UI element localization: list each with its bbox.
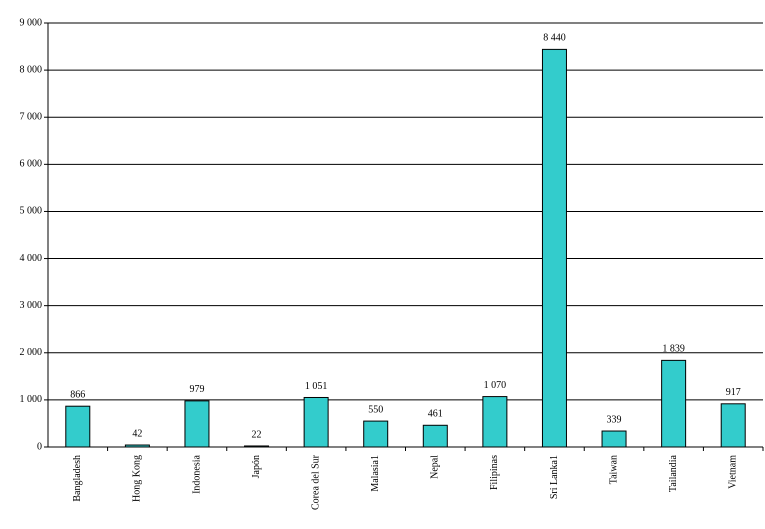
- y-tick-label: 6 000: [20, 159, 43, 170]
- value-label: 1 070: [484, 380, 507, 391]
- y-tick-label: 2 000: [20, 347, 43, 358]
- x-tick-label: Sri Lanka1: [549, 455, 560, 499]
- x-tick-label: Indonesia: [191, 454, 202, 493]
- x-tick-label: Nepal: [430, 455, 441, 479]
- x-tick-label: Vietnam: [728, 455, 739, 489]
- bar: [184, 400, 210, 448]
- bar: [661, 359, 687, 448]
- bar: [363, 420, 389, 448]
- y-tick-label: 1 000: [20, 394, 43, 405]
- value-label: 1 051: [305, 381, 328, 392]
- x-tick-label: Malasia1: [370, 455, 381, 492]
- bar: [124, 444, 150, 448]
- bar: [422, 424, 448, 448]
- x-tick-label: Taiwan: [608, 455, 619, 484]
- x-tick-label: Corea del Sur: [310, 454, 321, 510]
- y-tick-label: 7 000: [20, 112, 43, 123]
- value-label: 979: [189, 384, 204, 395]
- x-tick-label: Filipinas: [489, 455, 500, 490]
- bar: [65, 405, 91, 448]
- y-tick-label: 4 000: [20, 253, 43, 264]
- value-label: 917: [726, 387, 741, 398]
- value-label: 550: [368, 404, 383, 415]
- x-tick-label: Bangladesh: [72, 455, 83, 502]
- y-tick-label: 3 000: [20, 300, 43, 311]
- value-label: 8 440: [543, 33, 566, 44]
- bar: [482, 396, 508, 448]
- bar: [244, 445, 270, 448]
- bar: [720, 403, 746, 448]
- y-tick-label: 9 000: [20, 17, 43, 28]
- y-tick-label: 8 000: [20, 64, 43, 75]
- bar: [303, 396, 329, 448]
- y-tick-label: 0: [37, 441, 42, 452]
- bar: [541, 48, 567, 448]
- value-label: 461: [428, 409, 443, 420]
- x-tick-label: Hong Kong: [132, 455, 143, 502]
- value-label: 1 839: [662, 344, 685, 355]
- value-label: 22: [252, 429, 262, 440]
- value-label: 339: [607, 414, 622, 425]
- value-label: 866: [70, 389, 85, 400]
- value-label: 42: [132, 428, 142, 439]
- x-tick-label: Tailandia: [668, 454, 679, 492]
- bar: [601, 430, 627, 448]
- y-tick-label: 5 000: [20, 206, 43, 217]
- x-tick-label: Japón: [251, 455, 262, 478]
